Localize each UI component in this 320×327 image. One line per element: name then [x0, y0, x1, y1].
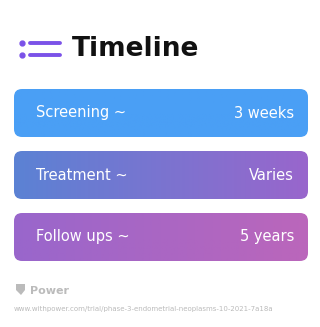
Text: Follow ups ~: Follow ups ~ [36, 230, 130, 245]
Text: Timeline: Timeline [72, 36, 199, 62]
Polygon shape [16, 284, 25, 295]
Text: Varies: Varies [249, 167, 294, 182]
Text: 3 weeks: 3 weeks [234, 106, 294, 121]
Text: 5 years: 5 years [240, 230, 294, 245]
Text: www.withpower.com/trial/phase-3-endometrial-neoplasms-10-2021-7a18a: www.withpower.com/trial/phase-3-endometr… [14, 306, 274, 312]
Text: Power: Power [30, 286, 69, 296]
Text: Treatment ~: Treatment ~ [36, 167, 128, 182]
Text: Screening ~: Screening ~ [36, 106, 126, 121]
